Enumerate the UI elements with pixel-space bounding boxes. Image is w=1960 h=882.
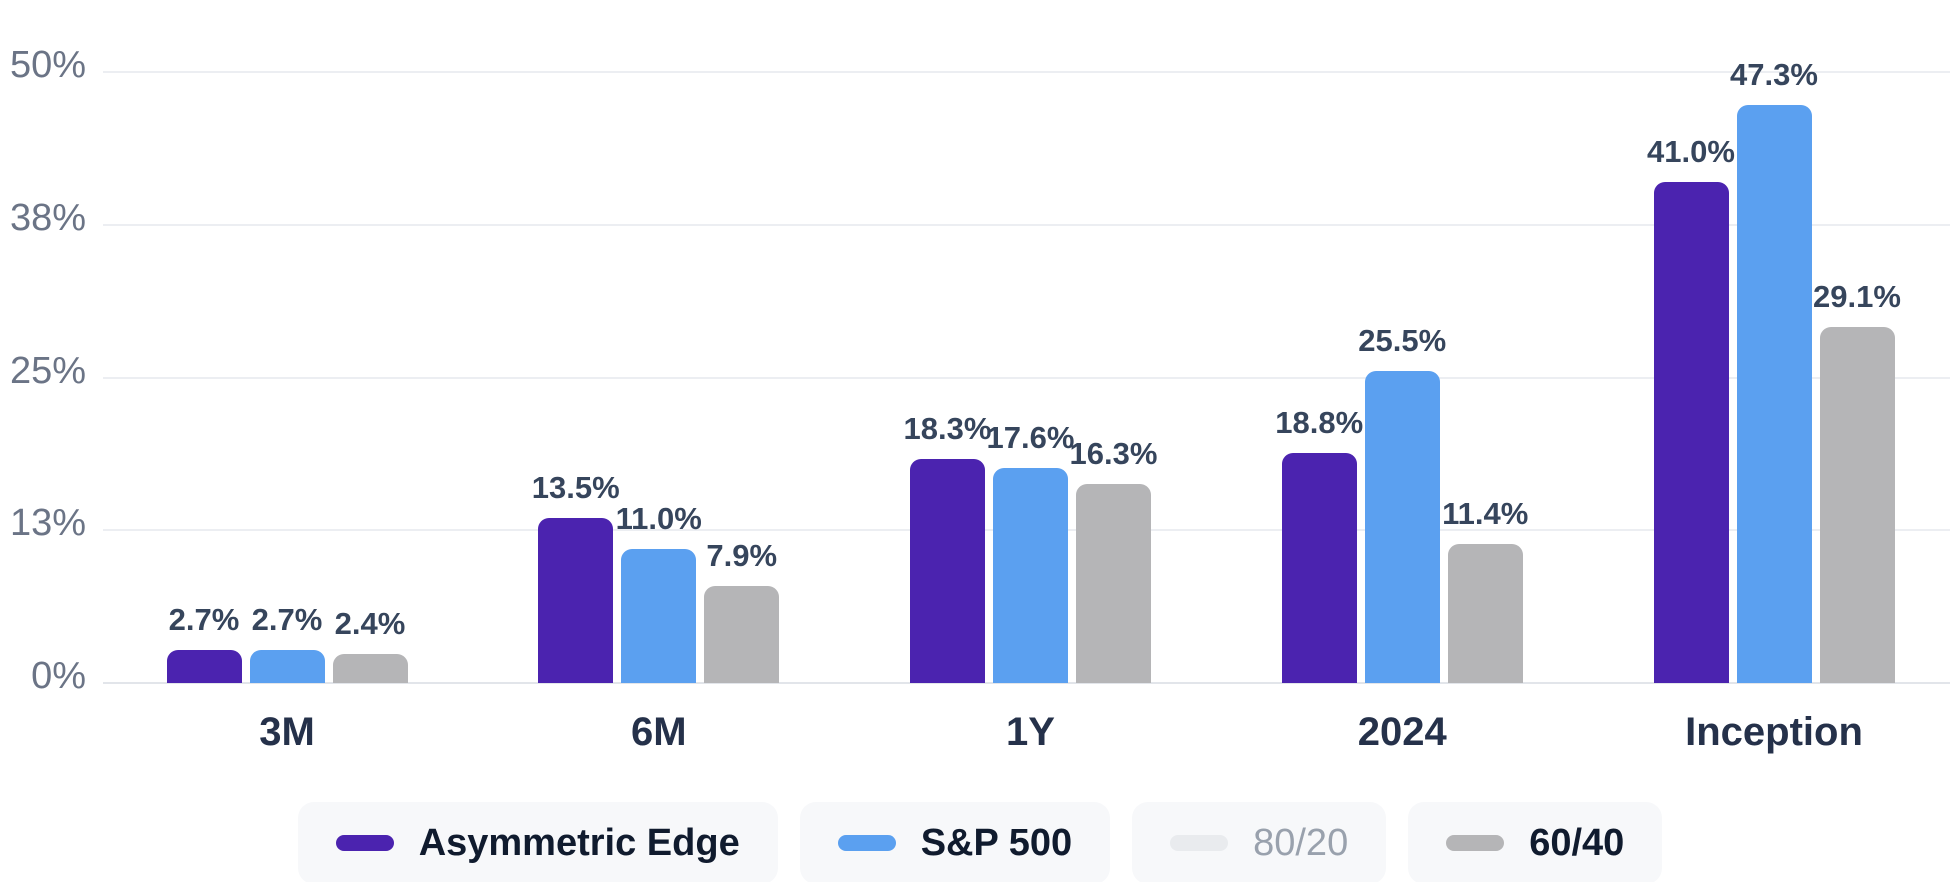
bar-60-40-1y[interactable] [1076, 483, 1151, 683]
x-axis-label-2024: 2024 [1357, 710, 1447, 754]
bar-value-label-60-40-2024: 11.4% [1442, 495, 1529, 531]
bar-value-label-asymmetric-edge-2024: 18.8% [1275, 405, 1364, 441]
bar-asymmetric-edge-2024[interactable] [1281, 453, 1357, 683]
bar-s-p-500-3m[interactable] [249, 650, 325, 683]
bar-value-label-60-40-6m: 7.9% [706, 538, 778, 574]
bar-s-p-500-2024[interactable] [1364, 371, 1440, 683]
bar-asymmetric-edge-inception[interactable] [1653, 181, 1729, 683]
legend-swatch-asymmetric-edge [335, 835, 394, 851]
x-axis-label-1y: 1Y [1006, 710, 1055, 754]
bar-value-label-60-40-1y: 16.3% [1069, 435, 1158, 471]
bar-value-label-s-p-500-inception: 47.3% [1730, 56, 1818, 92]
gridline-25 [103, 376, 1950, 379]
y-axis-label-38: 38% [9, 196, 86, 239]
legend-item-s-p-500[interactable]: S&P 500 [799, 802, 1111, 882]
y-axis-label-25: 25% [9, 349, 86, 392]
legend-swatch-80-20 [1170, 835, 1229, 851]
gridline-38 [103, 223, 1950, 226]
bar-s-p-500-6m[interactable] [621, 548, 697, 683]
y-axis-label-0: 0% [31, 655, 86, 697]
bar-value-label-s-p-500-2024: 25.5% [1358, 323, 1447, 359]
bar-value-label-s-p-500-1y: 17.6% [986, 419, 1075, 455]
legend-label-80-20: 80/20 [1253, 821, 1349, 864]
legend-label-asymmetric-edge: Asymmetric Edge [418, 821, 740, 864]
bar-value-label-asymmetric-edge-3m: 2.7% [168, 602, 240, 637]
legend-label-60-40: 60/40 [1529, 821, 1625, 864]
bar-60-40-3m[interactable] [332, 653, 408, 683]
legend-swatch-60-40 [1446, 835, 1505, 851]
x-axis-label-inception: Inception [1685, 710, 1863, 754]
bar-60-40-6m[interactable] [704, 586, 780, 683]
bar-s-p-500-1y[interactable] [993, 467, 1068, 683]
bar-s-p-500-inception[interactable] [1736, 104, 1812, 683]
bar-value-label-asymmetric-edge-inception: 41.0% [1647, 133, 1735, 169]
bar-value-label-asymmetric-edge-1y: 18.3% [903, 411, 992, 447]
gridline-50 [103, 71, 1950, 73]
bar-asymmetric-edge-3m[interactable] [166, 650, 242, 683]
bar-value-label-s-p-500-3m: 2.7% [251, 602, 323, 637]
bar-60-40-inception[interactable] [1819, 327, 1895, 683]
x-axis-label-6m: 6M [630, 710, 687, 754]
y-axis-label-50: 50% [9, 44, 86, 86]
legend-swatch-s-p-500 [837, 835, 896, 851]
bar-value-label-60-40-inception: 29.1% [1813, 279, 1901, 315]
x-axis-label-3m: 3M [259, 710, 315, 754]
bar-60-40-2024[interactable] [1447, 543, 1523, 683]
legend-item-60-40[interactable]: 60/40 [1408, 802, 1663, 882]
bar-asymmetric-edge-1y[interactable] [910, 459, 985, 683]
bar-value-label-60-40-3m: 2.4% [334, 605, 406, 641]
gridline-0 [103, 682, 1950, 684]
y-axis-label-13: 13% [9, 502, 86, 545]
legend-label-s-p-500: S&P 500 [920, 821, 1073, 864]
bar-value-label-asymmetric-edge-6m: 13.5% [531, 470, 620, 506]
bar-asymmetric-edge-6m[interactable] [538, 518, 614, 683]
legend-item-asymmetric-edge[interactable]: Asymmetric Edge [297, 802, 778, 882]
chart-legend: Asymmetric Edge S&P 500 80/20 60/40 [0, 802, 1960, 882]
bar-value-label-s-p-500-6m: 11.0% [615, 500, 702, 536]
legend-item-80-20[interactable]: 80/20 [1132, 802, 1387, 882]
